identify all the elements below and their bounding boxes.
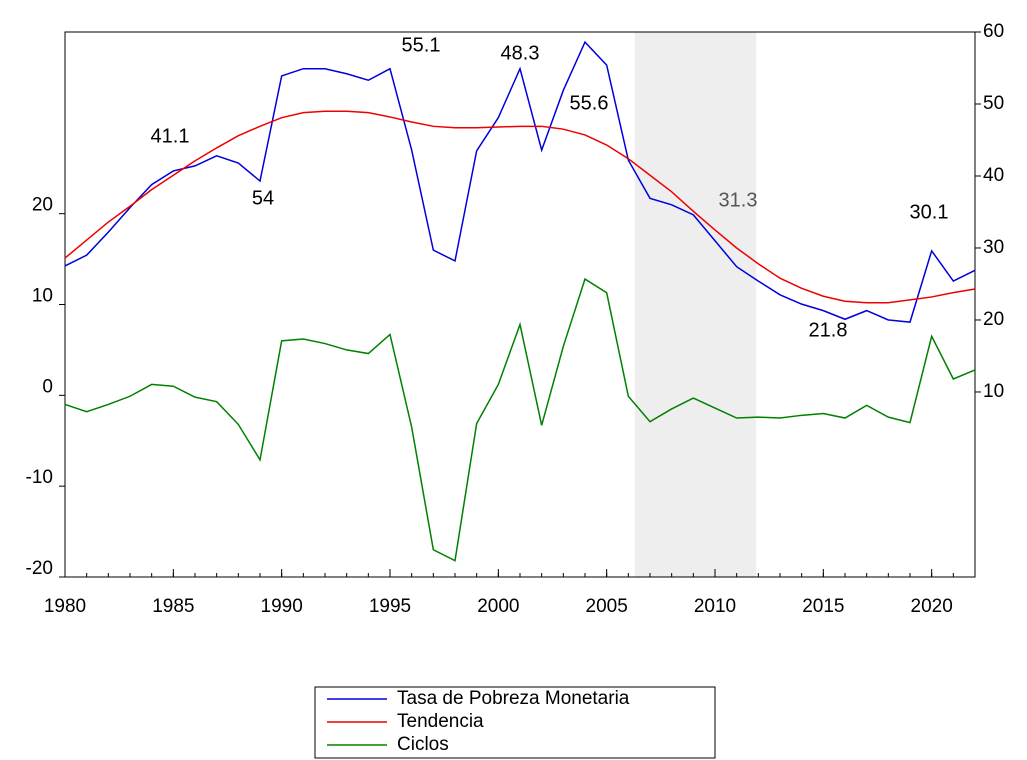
y-tick-label: -10: [26, 467, 53, 488]
y2-tick-label: 10: [983, 381, 1004, 402]
x-tick-label: 2010: [694, 596, 736, 617]
y-tick-label: -20: [26, 558, 53, 579]
annotation: 48.3: [501, 42, 540, 64]
annotation: 21.8: [809, 319, 848, 341]
y2-tick-label: 50: [983, 93, 1004, 114]
y2-tick-label: 20: [983, 309, 1004, 330]
y-tick-label: 0: [42, 376, 53, 397]
plot-frame: [64, 31, 976, 578]
shaded-region: [634, 32, 757, 577]
x-tick-label: 1995: [369, 596, 411, 617]
legend-label: Ciclos: [397, 734, 449, 755]
x-tick-label: 2020: [911, 596, 953, 617]
legend-label: Tasa de Pobreza Monetaria: [397, 688, 630, 709]
legend-label: Tendencia: [397, 711, 484, 732]
y-tick-label: 20: [32, 195, 53, 216]
annotation: 55.6: [570, 92, 609, 114]
series-line: [64, 110, 976, 304]
x-tick-label: 2015: [802, 596, 844, 617]
x-tick-label: 1985: [152, 596, 194, 617]
x-tick-label: 1990: [261, 596, 303, 617]
y2-tick-label: 30: [983, 237, 1004, 258]
series-line: [64, 40, 976, 323]
annotation: 31.3: [719, 189, 758, 211]
series-line: [64, 277, 976, 562]
x-tick-label: 2005: [586, 596, 628, 617]
annotation: 54: [252, 187, 274, 209]
x-tick-label: 1980: [44, 596, 86, 617]
x-tick-label: 2000: [477, 596, 519, 617]
y2-tick-label: 40: [983, 165, 1004, 186]
annotation: 41.1: [151, 125, 190, 147]
annotation: 30.1: [910, 201, 949, 223]
annotation: 55.1: [402, 34, 441, 56]
y2-tick-label: 60: [983, 21, 1004, 42]
y-tick-label: 10: [32, 286, 53, 307]
